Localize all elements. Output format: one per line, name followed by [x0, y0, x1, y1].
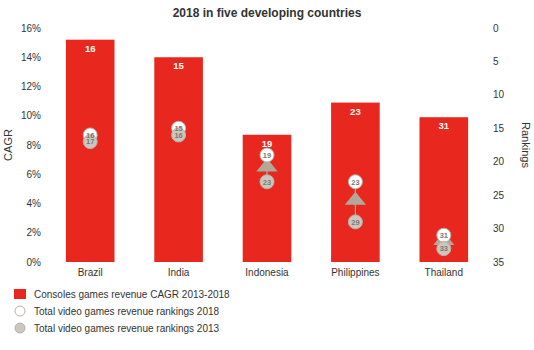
- rank-label: 23: [263, 178, 271, 187]
- rank-change-triangle: [345, 192, 366, 205]
- y2-tick-label: 35: [493, 257, 505, 268]
- y2-tick-label: 25: [493, 190, 505, 201]
- rank-marker: [260, 175, 274, 189]
- rank-label: 29: [351, 218, 359, 227]
- rank-label: 31: [440, 231, 448, 240]
- bar: [66, 40, 115, 262]
- legend-label: Total video games revenue rankings 2013: [34, 323, 220, 334]
- rank-marker: [437, 228, 451, 242]
- rank-label: 33: [440, 244, 448, 253]
- x-tick-label: Indonesia: [245, 267, 289, 278]
- y-tick-label: 6%: [27, 169, 42, 180]
- x-tick-label: India: [168, 267, 190, 278]
- y-axis: 0% 2% 4% 6% 8% 10% 12% 14% 16%: [21, 23, 41, 268]
- bar: [331, 103, 380, 262]
- bar-rank-label: 15: [173, 60, 184, 71]
- bar: [154, 57, 203, 262]
- y-tick-label: 14%: [21, 52, 41, 63]
- y2-axis: 0 5 10 15 20 25 30 35: [493, 23, 505, 268]
- y2-tick-label: 10: [493, 89, 505, 100]
- y-tick-label: 10%: [21, 110, 41, 121]
- x-tick-label: Philippines: [331, 267, 379, 278]
- x-tick-label: Brazil: [78, 267, 103, 278]
- bar: [419, 117, 468, 262]
- y-tick-label: 16%: [21, 23, 41, 34]
- bar-rank-label: 16: [85, 43, 96, 54]
- rank-label: 17: [86, 137, 94, 146]
- y2-tick-label: 30: [493, 223, 505, 234]
- rank-marker: [348, 175, 362, 189]
- y-tick-label: 0%: [27, 257, 42, 268]
- legend-swatch: [15, 306, 25, 316]
- data-labels: 161519233116151923311716232933: [85, 43, 450, 254]
- y2-axis-label: Rankings: [520, 122, 532, 168]
- rank-marker: [260, 148, 274, 162]
- legend-label: Total video games revenue rankings 2018: [34, 306, 220, 317]
- y2-tick-label: 0: [493, 23, 499, 34]
- title: 2018 in five developing countries: [173, 6, 362, 20]
- y-tick-label: 4%: [27, 198, 42, 209]
- legend-label: Consoles games revenue CAGR 2013-2018: [34, 289, 230, 300]
- y2-tick-label: 5: [493, 56, 499, 67]
- x-axis: Brazil India Indonesia Philippines Thailand: [78, 267, 463, 278]
- rank-label: 19: [263, 151, 271, 160]
- x-tick-label: Thailand: [425, 267, 463, 278]
- y-tick-label: 8%: [27, 140, 42, 151]
- y2-tick-label: 15: [493, 123, 505, 134]
- plot-area: [66, 40, 468, 262]
- rank-label: 16: [174, 131, 182, 140]
- rank-marker: [172, 128, 186, 142]
- rank-label: 23: [351, 178, 359, 187]
- rank-marker: [437, 242, 451, 256]
- rank-marker: [83, 135, 97, 149]
- bar-rank-label: 19: [262, 138, 273, 149]
- y-tick-label: 12%: [21, 81, 41, 92]
- legend-swatch: [15, 323, 25, 333]
- chart: 2018 in five developing countries 0% 2% 4% 6…: [0, 0, 534, 350]
- legend: Consoles games revenue CAGR 2013-2018 Tot…: [14, 289, 230, 334]
- y-tick-label: 2%: [27, 227, 42, 238]
- bar-rank-label: 23: [350, 106, 361, 117]
- legend-swatch: [14, 289, 26, 299]
- y2-tick-label: 20: [493, 156, 505, 167]
- y-axis-label: CAGR: [2, 129, 14, 161]
- bar: [243, 135, 292, 262]
- bar-rank-label: 31: [439, 120, 450, 131]
- rank-marker: [348, 215, 362, 229]
